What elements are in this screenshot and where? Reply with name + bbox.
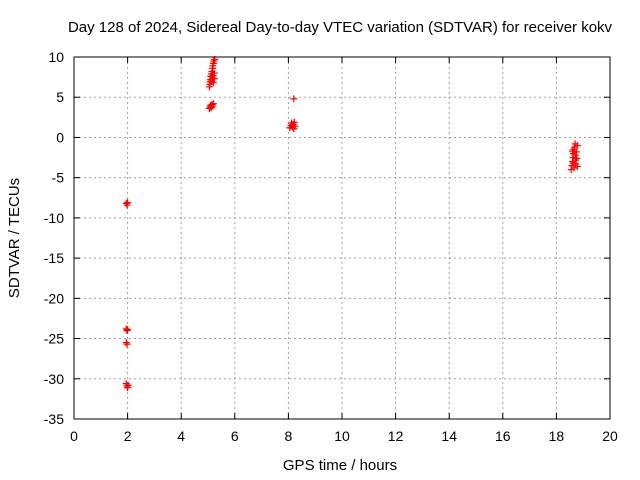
y-tick-label: 0 [56, 129, 64, 145]
data-point [573, 162, 581, 170]
y-tick-label: -5 [52, 170, 65, 186]
x-tick-label: 8 [285, 428, 293, 444]
y-axis-label: SDTVAR / TECUs [6, 178, 23, 298]
data-point [209, 79, 217, 87]
y-tick-label: -20 [44, 290, 64, 306]
x-axis-label: GPS time / hours [283, 457, 397, 474]
x-tick-label: 20 [602, 428, 618, 444]
x-tick-label: 14 [441, 428, 457, 444]
data-point [210, 75, 218, 83]
data-point [573, 154, 581, 162]
data-points [122, 55, 581, 392]
data-point [291, 122, 299, 130]
x-tick-label: 18 [549, 428, 565, 444]
y-tick-label: -30 [44, 371, 64, 387]
y-tick-label: -15 [44, 250, 64, 266]
chart-title: Day 128 of 2024, Sidereal Day-to-day VTE… [68, 19, 613, 36]
data-point [573, 148, 580, 156]
y-tick-label: -35 [44, 411, 64, 427]
data-point [207, 104, 215, 112]
data-point [570, 159, 578, 167]
y-tick-label: 5 [56, 89, 64, 105]
data-point [208, 100, 216, 108]
x-tick-label: 4 [177, 428, 185, 444]
data-point [209, 100, 217, 108]
y-tick-label: -25 [44, 331, 64, 347]
y-tick-label: -10 [44, 210, 64, 226]
data-point [210, 57, 218, 65]
data-point [122, 199, 130, 207]
x-tick-labels: 0 2 4 6 8 10 12 14 16 18 20 [70, 428, 618, 444]
x-tick-label: 12 [388, 428, 404, 444]
data-point [568, 147, 576, 155]
data-point [124, 199, 132, 207]
data-point [573, 141, 581, 149]
x-tick-label: 10 [334, 428, 350, 444]
y-tick-label: 10 [48, 49, 64, 65]
x-tick-label: 6 [231, 428, 239, 444]
data-point [122, 339, 130, 347]
x-tick-label: 16 [495, 428, 511, 444]
data-point [124, 326, 132, 334]
x-tick-label: 2 [124, 428, 132, 444]
data-point [290, 118, 298, 126]
y-tick-labels: 10 5 0 -5 -10 -15 -20 -25 -30 -35 [44, 49, 64, 427]
x-tick-label: 0 [70, 428, 78, 444]
data-point [567, 166, 575, 174]
data-point [123, 340, 131, 348]
data-point [122, 325, 130, 333]
data-point [290, 95, 298, 103]
grid-lines [74, 57, 610, 419]
data-point [124, 381, 132, 389]
plot-frame [73, 56, 611, 420]
